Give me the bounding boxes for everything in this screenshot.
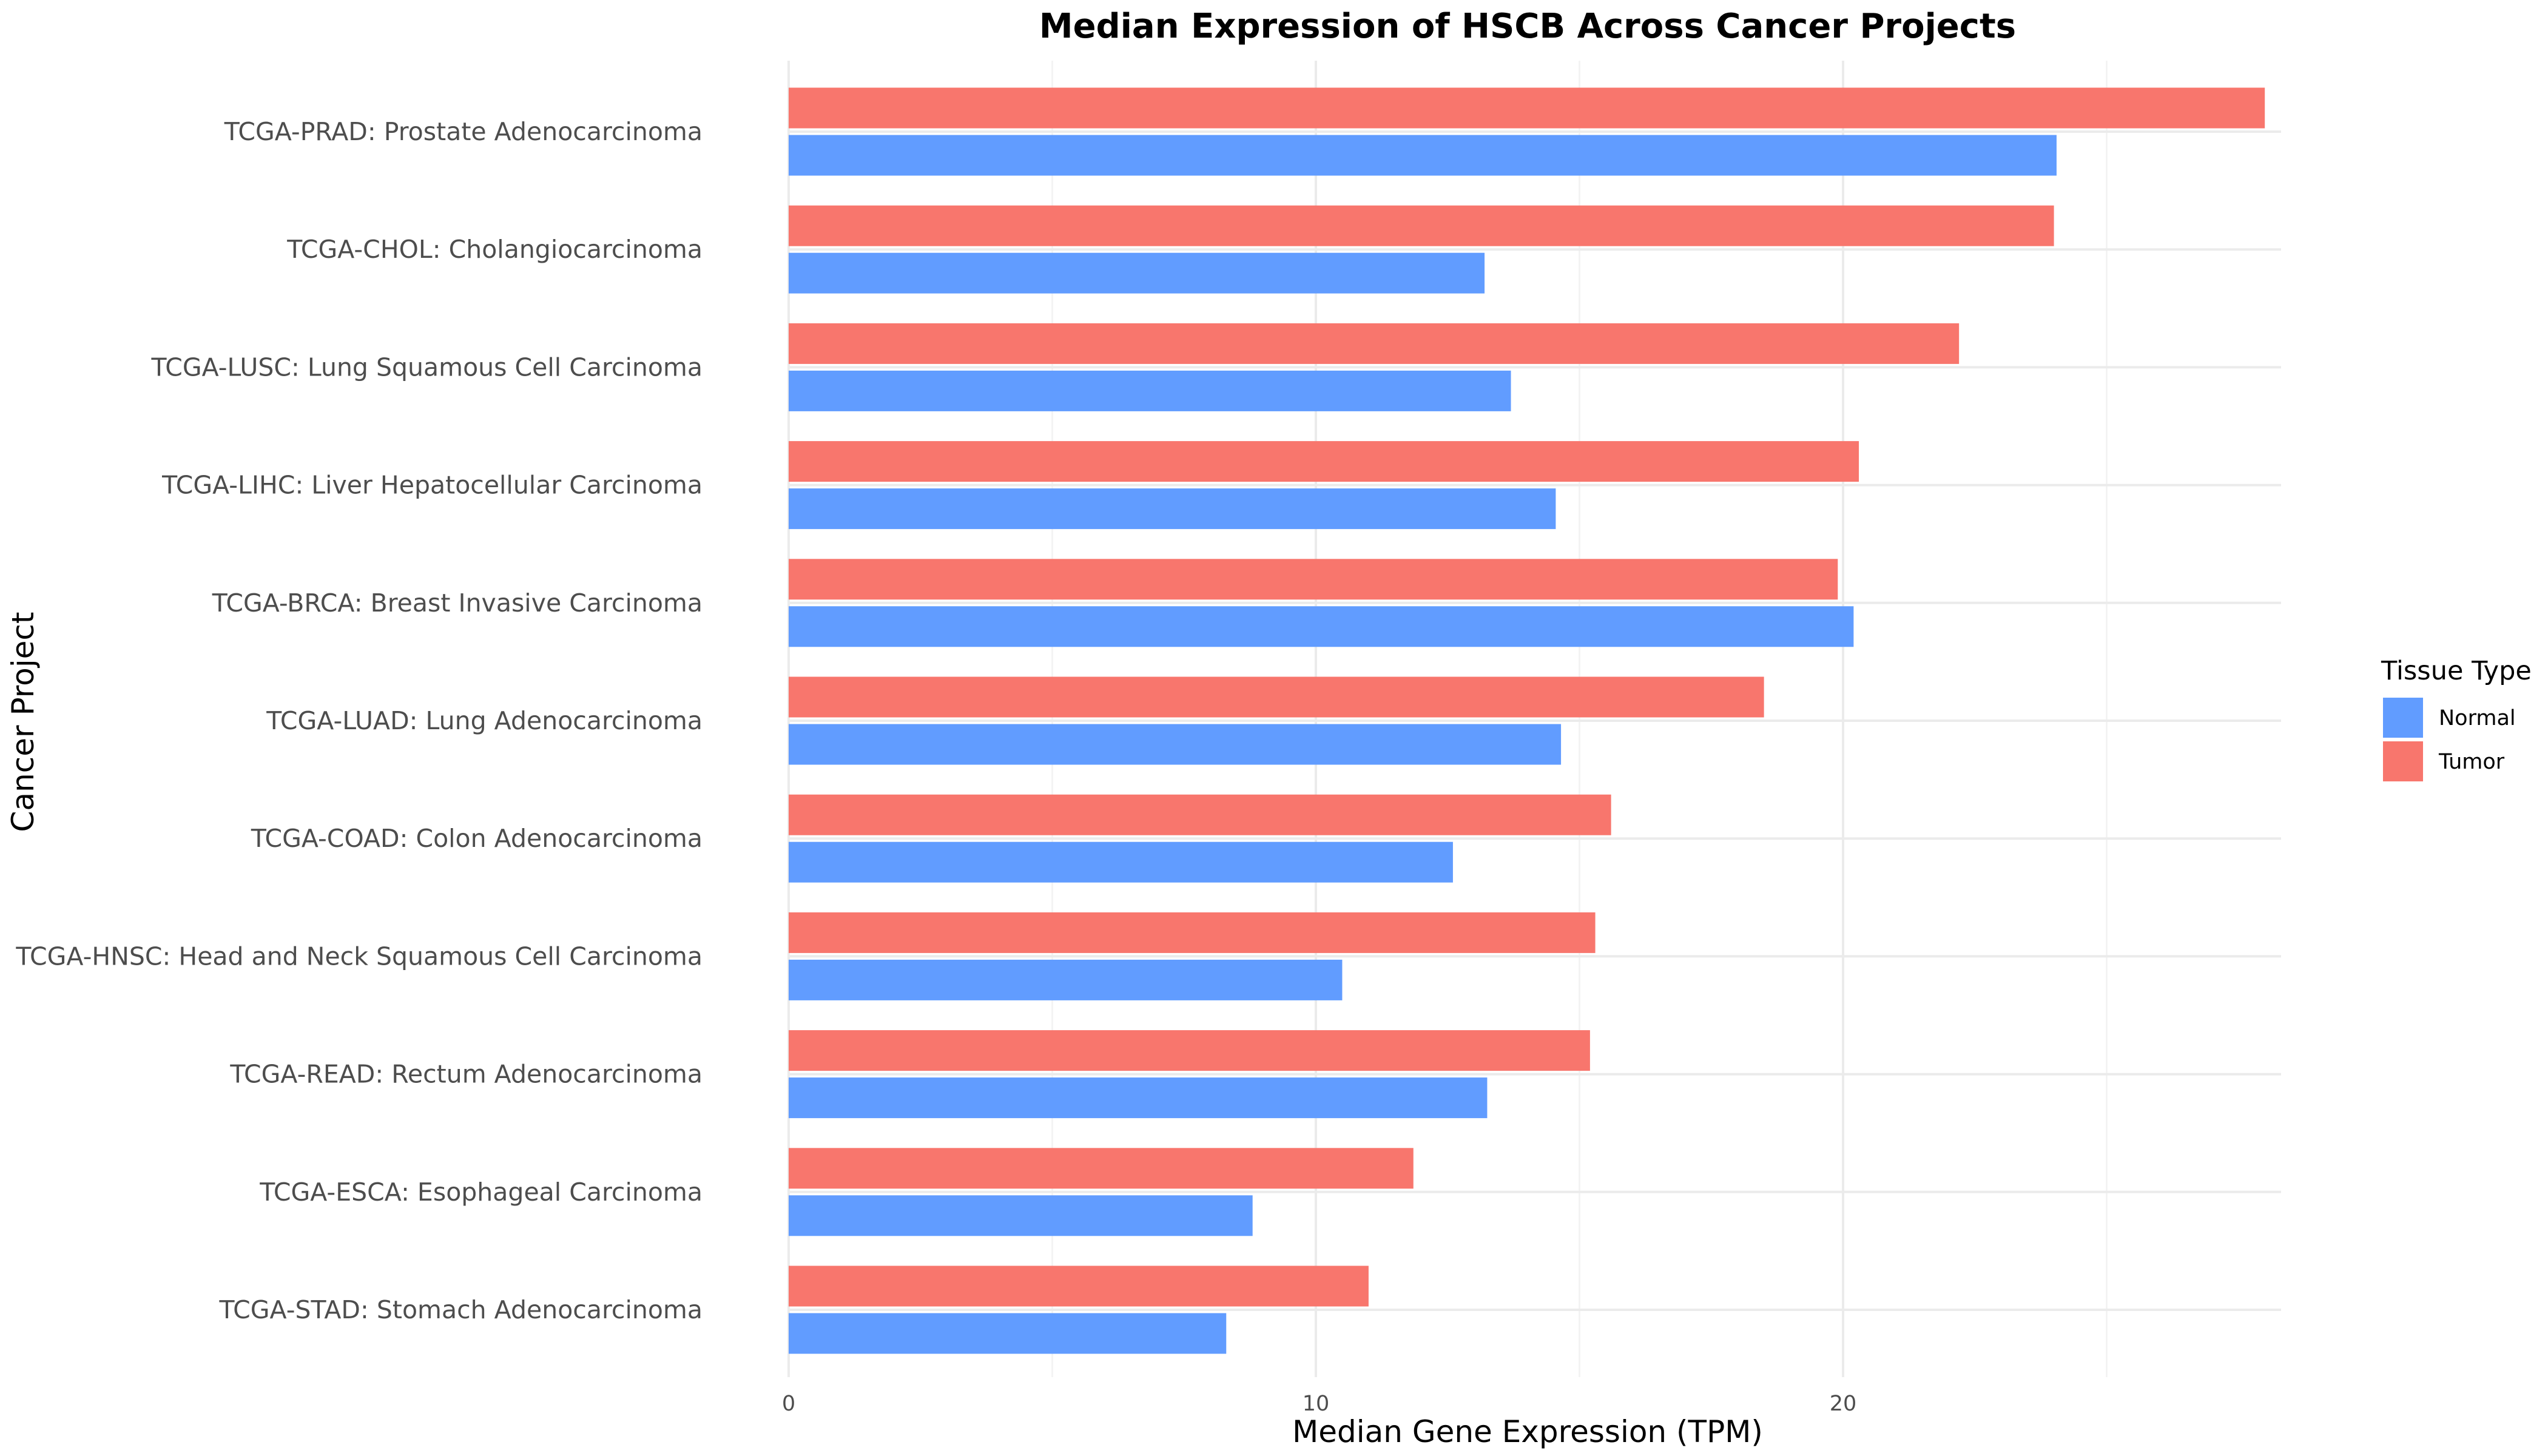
bar-tumor <box>789 794 1611 835</box>
bar-normal <box>789 370 1511 411</box>
bar-normal <box>789 252 1485 294</box>
bar-tumor <box>789 559 1838 600</box>
legend-swatch-normal <box>2383 698 2423 738</box>
y-axis-title: Cancer Project <box>5 612 41 832</box>
bar-tumor <box>789 87 2265 129</box>
x-axis-title: Median Gene Expression (TPM) <box>1292 1414 1763 1449</box>
legend-label: Normal <box>2439 706 2516 730</box>
bar-normal <box>789 1195 1253 1236</box>
bar-tumor <box>789 205 2054 246</box>
category-label: TCGA-LIHC: Liver Hepatocellular Carcinom… <box>161 471 703 500</box>
bar-normal <box>789 1313 1227 1354</box>
legend: Tissue Type Normal Tumor <box>2381 656 2532 781</box>
bar-normal <box>789 135 2057 176</box>
category-label: TCGA-PRAD: Prostate Adenocarcinoma <box>224 117 703 146</box>
category-label: TCGA-BRCA: Breast Invasive Carcinoma <box>212 588 703 618</box>
category-label: TCGA-READ: Rectum Adenocarcinoma <box>229 1060 703 1089</box>
bar-tumor <box>789 323 1960 364</box>
category-label: TCGA-LUSC: Lung Squamous Cell Carcinoma <box>151 352 703 382</box>
bar-normal <box>789 724 1562 765</box>
legend-title: Tissue Type <box>2381 656 2532 686</box>
category-label: TCGA-COAD: Colon Adenocarcinoma <box>251 824 703 853</box>
category-labels: TCGA-PRAD: Prostate Adenocarcinoma TCGA-C… <box>15 117 703 1324</box>
x-tick-label: 0 <box>782 1392 795 1416</box>
bar-layer <box>789 87 2265 1354</box>
category-label: TCGA-LUAD: Lung Adenocarcinoma <box>266 706 703 735</box>
grid-layer <box>787 61 2281 1377</box>
bar-tumor <box>789 441 1859 482</box>
category-label: TCGA-HNSC: Head and Neck Squamous Cell C… <box>15 942 703 971</box>
bar-tumor <box>789 1266 1369 1307</box>
x-tick-label: 20 <box>1830 1392 1857 1416</box>
legend-label: Tumor <box>2438 750 2505 774</box>
bar-normal <box>789 606 1854 647</box>
bar-normal <box>789 1077 1488 1119</box>
bar-tumor <box>789 676 1764 718</box>
bar-normal <box>789 841 1453 883</box>
bar-normal <box>789 488 1556 530</box>
chart-title: Median Expression of HSCB Across Cancer … <box>1039 7 2016 46</box>
x-tick-labels: 0 10 20 <box>782 1392 1856 1416</box>
category-label: TCGA-STAD: Stomach Adenocarcinoma <box>219 1295 703 1324</box>
bar-tumor <box>789 912 1596 953</box>
legend-swatch-tumor <box>2383 741 2423 781</box>
category-label: TCGA-CHOL: Cholangiocarcinoma <box>286 235 703 264</box>
category-label: TCGA-ESCA: Esophageal Carcinoma <box>259 1178 703 1207</box>
bar-tumor <box>789 1148 1414 1189</box>
bar-tumor <box>789 1030 1590 1071</box>
legend-items: Normal Tumor <box>2383 698 2516 781</box>
bar-normal <box>789 959 1343 1000</box>
x-tick-label: 10 <box>1303 1392 1330 1416</box>
